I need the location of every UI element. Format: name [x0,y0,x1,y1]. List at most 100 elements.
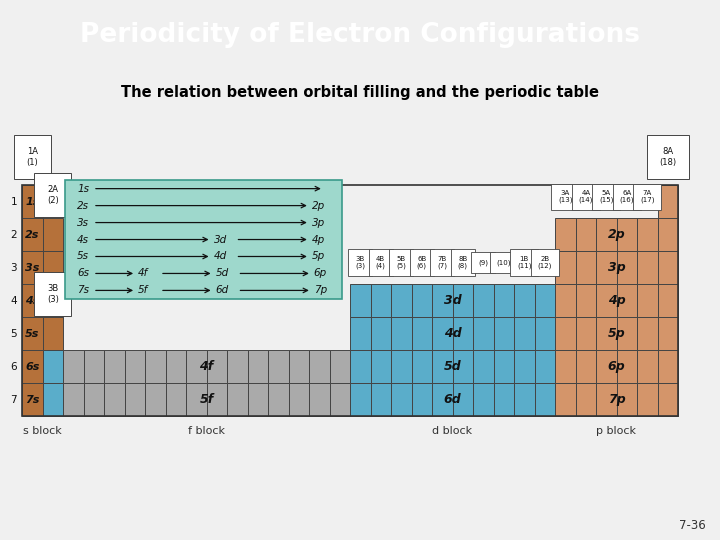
Bar [534,317,555,350]
Bar [412,350,432,383]
Text: 6p: 6p [608,360,626,373]
Text: 6s: 6s [25,362,40,372]
Text: 3s: 3s [77,218,89,227]
FancyBboxPatch shape [65,180,342,299]
Bar [555,350,575,383]
Bar [596,251,616,284]
Bar [125,350,145,383]
Text: 4d: 4d [444,327,462,340]
Text: 4f: 4f [138,268,148,279]
Bar [493,350,514,383]
Text: 3p: 3p [312,218,325,227]
Bar [227,383,248,416]
Text: 5p: 5p [312,252,325,261]
Bar [63,383,84,416]
Text: 2B
(12): 2B (12) [538,256,552,269]
Bar [371,284,391,317]
Text: 8A
(18): 8A (18) [660,147,676,167]
Text: 5f: 5f [199,393,214,406]
Bar [493,317,514,350]
Text: 7B
(7): 7B (7) [437,256,447,269]
Bar [596,350,616,383]
Text: 4s: 4s [25,295,40,306]
Bar [309,350,330,383]
Bar [145,383,166,416]
Text: 4p: 4p [312,234,325,245]
Text: 2p: 2p [608,228,626,241]
Text: 7p: 7p [608,393,626,406]
Text: 6s: 6s [77,268,89,279]
Bar [473,383,493,416]
Bar [575,317,596,350]
Bar [432,284,452,317]
Text: 2A
(2): 2A (2) [47,185,58,205]
Bar [637,284,657,317]
Bar [309,383,330,416]
Bar [207,350,227,383]
Bar [84,383,104,416]
Text: 3B
(3): 3B (3) [47,284,59,303]
Text: The relation between orbital filling and the periodic table: The relation between orbital filling and… [121,85,599,100]
Bar [596,218,616,251]
Text: 6: 6 [10,362,17,372]
Text: 3d: 3d [444,294,462,307]
Bar [145,350,166,383]
Text: (10): (10) [497,259,511,266]
Bar [42,350,63,383]
Text: 4f: 4f [199,360,214,373]
Text: 1: 1 [10,197,17,207]
Text: 3: 3 [10,262,17,273]
Text: 4A
(14): 4A (14) [579,190,593,204]
Bar [555,284,575,317]
Bar [616,251,637,284]
Bar [350,383,371,416]
Bar [637,350,657,383]
Text: 3s: 3s [25,262,40,273]
Bar [596,317,616,350]
Bar [22,185,42,218]
Bar [637,383,657,416]
Text: 2s: 2s [25,230,40,240]
Bar [657,284,678,317]
Bar [42,350,63,383]
Bar [22,383,42,416]
Bar [596,383,616,416]
Text: 4d: 4d [214,252,227,261]
Bar [22,350,42,383]
Bar [473,350,493,383]
Bar [391,284,412,317]
Text: s block: s block [23,426,62,436]
Bar [657,317,678,350]
Bar [22,284,42,317]
Bar [555,218,575,251]
Text: 7A
(17): 7A (17) [640,190,654,204]
Bar [42,383,63,416]
Text: 1s: 1s [25,197,40,207]
Bar [575,383,596,416]
Text: (9): (9) [478,259,488,266]
Bar [575,218,596,251]
Bar [42,317,63,350]
Bar [42,383,63,416]
Bar [637,218,657,251]
Text: 4p: 4p [608,294,626,307]
Bar [616,350,637,383]
Text: p block: p block [596,426,636,436]
Bar [412,317,432,350]
Bar [473,317,493,350]
Bar [227,350,248,383]
Text: 5s: 5s [25,328,40,339]
Text: 7: 7 [10,395,17,404]
Text: 5: 5 [10,328,17,339]
Bar [42,218,63,251]
Bar [268,350,289,383]
Bar [657,218,678,251]
Text: 6A
(16): 6A (16) [619,190,634,204]
Bar [391,317,412,350]
Text: 7-36: 7-36 [679,519,706,532]
Bar [104,350,125,383]
Bar [452,350,473,383]
Bar [166,383,186,416]
Bar [84,350,104,383]
Bar [350,317,371,350]
